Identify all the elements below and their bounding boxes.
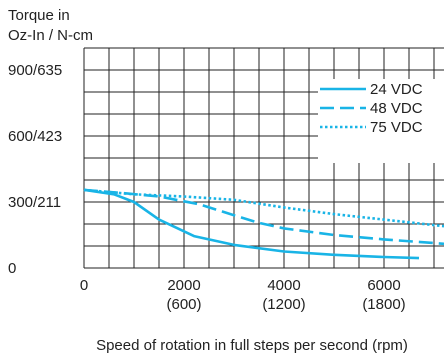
y-tick-label: 0: [8, 260, 16, 277]
y-tick-label: 900/635: [8, 62, 62, 79]
y-tick-label: 600/423: [8, 128, 62, 145]
series-line-24-vdc: [83, 188, 420, 260]
y-tick-label: 300/211: [8, 194, 61, 211]
x-axis-title: Speed of rotation in full steps per seco…: [96, 337, 408, 354]
axis-ticks: 0 300/211 600/423 900/635 0 2000 (600) 4000 (120…: [8, 62, 406, 313]
legend-background: [318, 79, 444, 163]
chart-legend: 24 VDC 48 VDC 75 VDC: [318, 79, 444, 163]
legend-label: 75 VDC: [370, 119, 423, 136]
x-tick-sublabel: (1200): [262, 296, 305, 313]
series-line-75-vdc: [83, 188, 444, 228]
series-line-48-vdc: [83, 188, 444, 246]
x-tick-label: 4000: [267, 277, 300, 294]
y-axis-title-line1: Torque in: [8, 7, 70, 24]
x-tick-sublabel: (600): [166, 296, 201, 313]
y-axis-title-line2: Oz-In / N-cm: [8, 27, 93, 44]
legend-label: 24 VDC: [370, 81, 423, 98]
legend-label: 48 VDC: [370, 100, 423, 117]
x-tick-label: 2000: [167, 277, 200, 294]
x-tick-label: 6000: [367, 277, 400, 294]
x-tick-sublabel: (1800): [362, 296, 405, 313]
x-tick-label: 0: [80, 277, 88, 294]
data-series: [83, 188, 444, 260]
